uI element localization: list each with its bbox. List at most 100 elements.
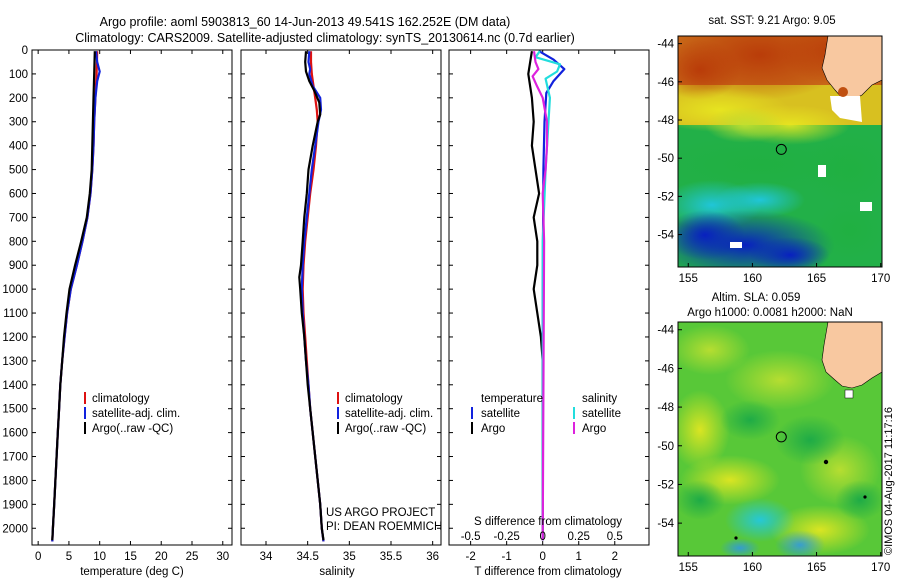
latitude-label: -50 — [657, 153, 674, 165]
imos-credit: ©IMOS 04-Aug-2017 11:17:16 — [883, 407, 895, 555]
island-mask — [730, 242, 742, 248]
legend-t-argo-label: Argo — [481, 423, 505, 435]
salinity-plot-frame — [240, 49, 442, 546]
figure-subtitle: Climatology: CARS2009. Satellite-adjuste… — [75, 31, 575, 45]
latitude-label: -54 — [657, 230, 674, 242]
latitude-label: -48 — [657, 115, 674, 127]
x-tick-label: 10 — [93, 551, 106, 563]
depth-tick-label: 300 — [9, 117, 28, 129]
legend-s-argo-label: Argo — [582, 423, 606, 435]
sla-map-frame — [677, 321, 883, 557]
x-tick-label: 34 — [260, 551, 273, 563]
s-difference-axis: -0.5 -0.25 0 0.25 0.5 — [461, 531, 623, 543]
depth-tick-label: 400 — [9, 141, 28, 153]
x-tick-label: 2 — [612, 551, 618, 563]
longitude-label: 160 — [743, 273, 762, 285]
longitude-label: 155 — [679, 273, 698, 285]
x-tick-label: 20 — [155, 551, 168, 563]
float-location-marker — [775, 431, 787, 443]
legend-s-satellite-label: satellite — [582, 408, 621, 420]
x-tick-label: 5 — [66, 551, 72, 563]
figure-title: Argo profile: aoml 5903813_60 14-Jun-201… — [100, 15, 511, 29]
legend-climatology-label: climatology — [345, 393, 403, 405]
difference-depth-ticks — [449, 49, 649, 529]
series-line-argo-raw-qc — [51, 51, 96, 541]
series-line-argo-raw-qc — [298, 51, 325, 541]
depth-tick-label: 2000 — [2, 523, 28, 535]
latitude-label: -48 — [657, 402, 674, 414]
temperature-axis-label: temperature (deg C) — [80, 566, 184, 578]
difference-panel: -2 -1 0 1 2 -0.5 -0.25 0 0.25 0.5 S difference f… — [448, 49, 650, 578]
depth-tick-label: 1700 — [2, 452, 28, 464]
sst-map-axes: 155 160 165 170 -44 -46 -48 -50 -52 -54 — [657, 39, 890, 285]
difference-plot-frame — [448, 49, 650, 546]
series-line-salinity-argo — [531, 51, 549, 541]
x-tick-label: 30 — [216, 551, 229, 563]
island-mask — [818, 165, 826, 177]
latitude-label: -44 — [657, 325, 674, 337]
x-tick-label: 15 — [124, 551, 137, 563]
float-location-marker — [775, 143, 787, 155]
temperature-panel: 0100200300400500600700800900100011001200… — [2, 45, 233, 578]
longitude-label: 165 — [807, 273, 826, 285]
difference-legend: temperature satellite Argo salinity sate… — [471, 393, 621, 435]
latitude-label: -46 — [657, 363, 674, 375]
longitude-label: 155 — [679, 562, 698, 574]
legend-argo-label: Argo(..raw -QC) — [92, 423, 173, 435]
island — [734, 536, 738, 540]
salinity-axis-label: salinity — [319, 566, 354, 578]
sla-map-axes: 155 160 165 170 -44 -46 -48 -50 -52 -54 — [657, 325, 890, 574]
depth-tick-label: 1500 — [2, 404, 28, 416]
sla-map-title: Altim. SLA: 0.059 — [712, 292, 801, 304]
t-difference-axis-label: T difference from climatology — [474, 566, 621, 578]
x-tick-label: 25 — [186, 551, 199, 563]
sst-field — [678, 36, 882, 267]
latitude-label: -52 — [657, 191, 674, 203]
depth-tick-label: 1200 — [2, 332, 28, 344]
land-mask — [830, 96, 862, 122]
x-tick-label: 0 — [539, 551, 545, 563]
depth-tick-label: 1400 — [2, 380, 28, 392]
legend-t-satellite-label: satellite — [481, 408, 520, 420]
depth-tick-label: 500 — [9, 165, 28, 177]
longitude-label: 170 — [871, 562, 890, 574]
longitude-label: 160 — [743, 562, 762, 574]
x-tick-label: -2 — [466, 551, 476, 563]
island — [863, 495, 867, 499]
legend-satellite-label: satellite-adj. clim. — [345, 408, 433, 420]
project-annotation: US ARGO PROJECT — [326, 507, 435, 519]
salinity-panel: 34 34.5 35 35.5 36 salinity climatology sate… — [240, 49, 442, 578]
sst-map: sat. SST: 9.21 Argo: 9.05 — [657, 15, 890, 285]
latitude-label: -54 — [657, 518, 674, 530]
island — [823, 459, 829, 465]
temperature-axis: 0 5 10 15 20 25 30 — [35, 50, 229, 563]
depth-tick-label: 1800 — [2, 475, 28, 487]
t-difference-axis: -2 -1 0 1 2 — [466, 50, 618, 563]
salinity-depth-ticks — [241, 49, 441, 529]
legend-satellite-label: satellite-adj. clim. — [92, 408, 180, 420]
pi-annotation: PI: DEAN ROEMMICH — [326, 521, 442, 533]
depth-tick-label: 1600 — [2, 428, 28, 440]
sst-map-title: sat. SST: 9.21 Argo: 9.05 — [708, 15, 835, 27]
depth-tick-label: 600 — [9, 188, 28, 200]
salinity-legend: climatology satellite-adj. clim. Argo(..… — [337, 392, 433, 435]
depth-tick-label: 900 — [9, 260, 28, 272]
island-mask — [860, 202, 872, 211]
x-tick-label: 35.5 — [380, 551, 402, 563]
temperature-legend: climatology satellite-adj. clim. Argo(..… — [84, 392, 180, 435]
depth-tick-label: 1100 — [3, 308, 28, 320]
legend-argo-label: Argo(..raw -QC) — [345, 423, 426, 435]
x-tick-label: 36 — [426, 551, 439, 563]
longitude-label: 170 — [871, 273, 890, 285]
depth-tick-label: 200 — [9, 93, 28, 105]
salinity-axis: 34 34.5 35 35.5 36 — [260, 50, 439, 563]
x-tick-label: 0 — [35, 551, 41, 563]
x-tick-label: 35 — [343, 551, 356, 563]
s-tick-label: -0.25 — [494, 531, 520, 543]
depth-tick-label: 1300 — [2, 356, 28, 368]
legend-climatology-label: climatology — [92, 393, 150, 405]
longitude-label: 165 — [807, 562, 826, 574]
depth-tick-label: 1000 — [2, 284, 28, 296]
depth-tick-label: 100 — [9, 69, 28, 81]
